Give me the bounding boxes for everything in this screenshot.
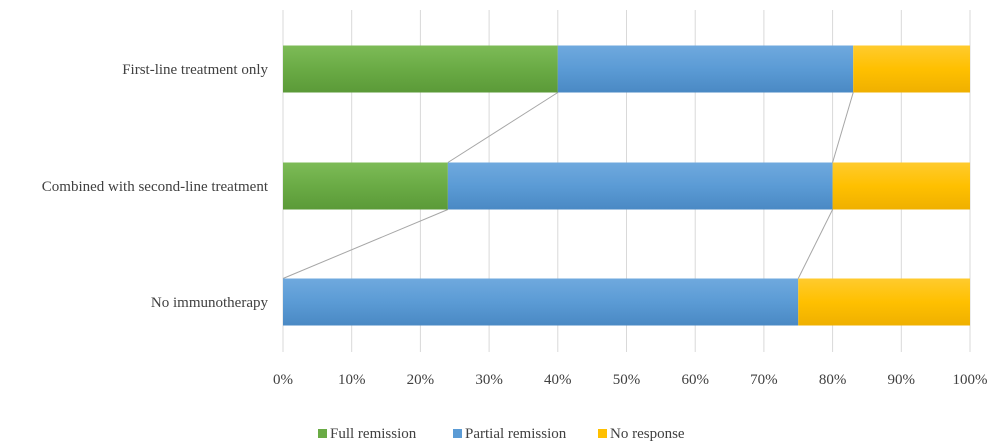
x-tick-label: 90% bbox=[888, 372, 916, 388]
category-label: First-line treatment only bbox=[122, 62, 268, 78]
bar-segment-partial-remission bbox=[283, 278, 799, 326]
legend-swatch bbox=[453, 429, 462, 438]
x-tick-label: 70% bbox=[750, 372, 778, 388]
legend-label: Full remission bbox=[330, 426, 417, 442]
x-tick-label: 0% bbox=[273, 372, 293, 388]
series-line bbox=[832, 92, 854, 163]
x-tick-label: 10% bbox=[338, 372, 366, 388]
legend-swatch bbox=[598, 429, 607, 438]
legend-label: No response bbox=[610, 426, 685, 442]
category-label: No immunotherapy bbox=[151, 295, 269, 311]
series-lines bbox=[282, 92, 854, 279]
x-tick-label: 40% bbox=[544, 372, 572, 388]
legend-label: Partial remission bbox=[465, 426, 567, 442]
category-labels: First-line treatment only Combined with s… bbox=[42, 62, 269, 311]
series-line bbox=[447, 92, 559, 163]
category-label: Combined with second-line treatment bbox=[42, 179, 269, 195]
bar-segment-partial-remission bbox=[447, 162, 833, 210]
bar-segment-full-remission bbox=[283, 162, 448, 210]
series-line bbox=[797, 209, 834, 279]
x-tick-label: 100% bbox=[953, 372, 988, 388]
x-tick-label: 50% bbox=[613, 372, 641, 388]
bar-segment-no-response bbox=[798, 278, 970, 326]
bar-segment-no-response bbox=[853, 45, 970, 93]
bar-segment-partial-remission bbox=[557, 45, 854, 93]
x-tick-label: 30% bbox=[475, 372, 503, 388]
series-line bbox=[282, 209, 449, 279]
bar-segment-full-remission bbox=[283, 45, 558, 93]
x-tick-label: 60% bbox=[681, 372, 709, 388]
x-axis-tick-labels: 0% 10% 20% 30% 40% 50% 60% 70% 80% 90% 100% bbox=[273, 372, 988, 388]
x-tick-label: 80% bbox=[819, 372, 847, 388]
legend: Full remission Partial remission No respon… bbox=[318, 426, 685, 442]
legend-swatch bbox=[318, 429, 327, 438]
bar-segment-no-response bbox=[832, 162, 970, 210]
bars bbox=[283, 45, 970, 326]
x-tick-label: 20% bbox=[407, 372, 435, 388]
